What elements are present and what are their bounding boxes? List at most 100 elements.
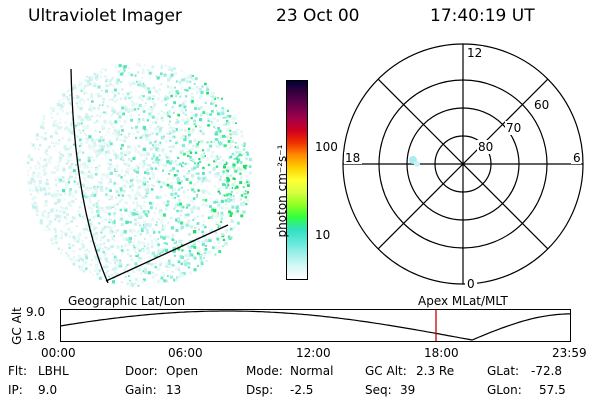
emission-pixel <box>48 222 52 226</box>
emission-pixel <box>91 156 94 158</box>
emission-pixel <box>89 225 92 228</box>
emission-pixel <box>234 153 237 157</box>
emission-pixel <box>66 127 69 130</box>
emission-pixel <box>146 152 150 156</box>
emission-pixel <box>34 203 38 207</box>
emission-pixel <box>191 146 194 149</box>
emission-pixel <box>144 171 147 174</box>
emission-pixel <box>191 100 194 103</box>
emission-pixel <box>231 187 233 189</box>
emission-pixel <box>50 107 52 109</box>
emission-pixel <box>142 108 145 111</box>
emission-pixel <box>226 177 228 179</box>
emission-pixel <box>151 157 154 160</box>
emission-pixel <box>43 115 46 117</box>
emission-pixel <box>65 252 68 255</box>
emission-pixel <box>122 237 126 241</box>
emission-pixel <box>165 204 168 207</box>
emission-pixel <box>53 171 56 174</box>
emission-pixel <box>124 136 128 139</box>
emission-pixel <box>162 169 165 172</box>
emission-pixel <box>200 254 202 257</box>
emission-pixel <box>189 75 192 78</box>
emission-pixel <box>105 156 108 159</box>
emission-pixel <box>168 90 172 94</box>
emission-pixel <box>111 237 114 241</box>
emission-pixel <box>170 159 173 163</box>
emission-pixel <box>110 98 112 100</box>
emission-pixel <box>186 80 189 83</box>
emission-pixel <box>78 186 81 189</box>
emission-pixel <box>47 145 51 149</box>
emission-pixel <box>189 156 192 159</box>
emission-pixel <box>174 86 177 89</box>
emission-pixel <box>167 110 171 114</box>
emission-pixel <box>37 184 40 187</box>
emission-pixel <box>204 247 208 251</box>
emission-pixel <box>233 168 236 171</box>
emission-pixel <box>151 98 154 100</box>
emission-pixel <box>229 129 232 132</box>
emission-pixel <box>27 181 30 183</box>
emission-pixel <box>151 204 153 207</box>
emission-pixel <box>234 169 238 173</box>
emission-pixel <box>33 201 37 205</box>
emission-pixel <box>75 198 77 200</box>
emission-pixel <box>115 196 118 199</box>
emission-pixel <box>127 263 131 267</box>
emission-pixel <box>135 136 138 140</box>
emission-pixel <box>128 158 131 161</box>
emission-pixel <box>27 169 30 172</box>
emission-pixel <box>117 157 120 159</box>
emission-pixel <box>93 148 96 152</box>
emission-pixel <box>62 168 66 172</box>
emission-pixel <box>128 194 132 198</box>
emission-pixel <box>141 99 144 101</box>
emission-pixel <box>175 80 178 83</box>
emission-pixel <box>127 145 131 149</box>
emission-pixel <box>197 176 201 180</box>
emission-pixel <box>49 220 53 223</box>
emission-pixel <box>50 116 53 119</box>
emission-pixel <box>119 218 121 221</box>
emission-pixel <box>50 141 53 145</box>
emission-pixel <box>83 99 86 102</box>
emission-pixel <box>204 101 207 104</box>
emission-pixel <box>194 151 198 154</box>
emission-pixel <box>244 196 248 199</box>
emission-pixel <box>197 107 201 111</box>
emission-pixel <box>32 207 35 210</box>
emission-pixel <box>117 229 119 232</box>
emission-pixel <box>72 169 76 173</box>
emission-pixel <box>120 147 123 150</box>
emission-pixel <box>236 146 239 150</box>
emission-pixel <box>189 157 193 161</box>
emission-pixel <box>117 92 120 95</box>
emission-pixel <box>184 263 188 267</box>
emission-pixel <box>107 166 111 170</box>
emission-pixel <box>92 203 95 207</box>
emission-pixel <box>200 131 203 133</box>
emission-pixel <box>169 67 173 71</box>
emission-pixel <box>190 207 194 211</box>
emission-pixel <box>235 171 238 174</box>
emission-pixel <box>95 75 99 80</box>
emission-pixel <box>45 192 48 195</box>
emission-pixel <box>174 278 178 282</box>
emission-pixel <box>233 179 237 183</box>
emission-pixel <box>223 165 227 169</box>
emission-pixel <box>185 95 188 98</box>
emission-pixel <box>121 143 124 147</box>
emission-pixel <box>109 180 112 183</box>
emission-pixel <box>144 136 147 139</box>
emission-pixel <box>100 177 104 181</box>
emission-pixel <box>167 156 171 160</box>
emission-pixel <box>239 198 242 201</box>
emission-pixel <box>77 156 80 159</box>
emission-pixel <box>220 197 223 199</box>
emission-pixel <box>150 201 155 206</box>
emission-pixel <box>112 132 116 136</box>
emission-pixel <box>123 230 127 234</box>
emission-pixel <box>175 218 178 222</box>
emission-pixel <box>129 82 133 86</box>
